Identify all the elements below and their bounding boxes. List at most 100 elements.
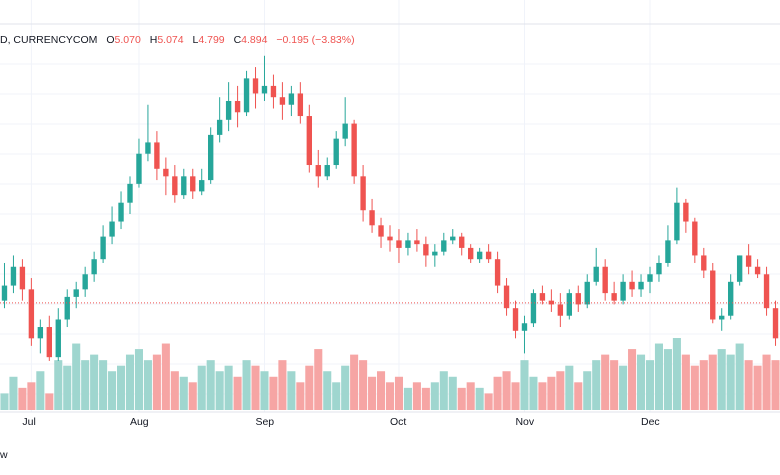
volume-bar [574,382,583,410]
candle-body [190,176,196,192]
candle-body [503,285,510,309]
volume-bar [377,371,386,410]
change-value: −0.195 (−3.83%) [276,34,355,46]
volume-bar [619,365,628,410]
x-tick-label: Oct [389,416,407,428]
candle-body [199,180,205,192]
close-label: C [233,34,242,46]
candle-body [593,266,599,282]
x-tick-label: Jul [22,416,36,428]
candle-body [225,100,232,120]
candle-body [485,251,492,260]
volume-bar [457,387,466,410]
volume-bar [726,354,735,410]
candle-body [701,255,707,271]
volume-bar [744,360,753,410]
volume-bar [296,382,305,410]
volume-bar [27,382,36,410]
candle-body [64,296,70,320]
volume-bar [215,371,224,410]
volume-bar [592,360,601,410]
x-tick-label: Aug [129,416,149,428]
volume-bar [18,387,27,410]
volume-bar [735,343,744,410]
volume-bar [654,343,663,410]
volume-bar [197,365,206,410]
high-value: 5.074 [157,34,184,46]
volume-bar [628,349,637,410]
volume-bar [161,343,170,410]
candle-body [396,240,402,248]
volume-bar [81,360,90,410]
candle-body [315,165,321,177]
candle-body [100,236,106,260]
volume-bar [663,349,672,410]
candle-body [745,255,752,267]
volume-bar [332,382,341,410]
candle-body [306,116,312,166]
volume-bar [305,365,314,410]
volume-bar [152,354,161,410]
candle-body [736,255,743,282]
volume-bar [538,382,547,410]
low-value: 4.799 [198,34,225,46]
candle-body [620,281,626,301]
volume-bar [610,360,619,410]
high-label: H [149,34,158,46]
volume-bar [36,371,45,410]
candle-body [512,308,519,331]
volume-bar [9,376,18,410]
volume-bar [143,360,152,410]
candle-body [1,285,8,301]
candle-body [19,266,26,290]
volume-bar [439,371,448,410]
open-label: O [106,34,115,46]
volume-bar [269,376,278,410]
candle-body [136,153,142,184]
volume-bar [179,376,188,410]
volume-bar [108,371,117,410]
candle-body [629,281,635,290]
candle-body [405,240,411,248]
candle-body [342,123,348,139]
volume-bar [260,371,269,410]
volume-bar [601,354,610,410]
volume-bar [99,360,108,410]
volume-bar [278,360,287,410]
volume-bar [359,360,368,410]
volume-bar [385,382,395,410]
candle-body [216,119,223,135]
volume-bar [699,360,708,410]
volume-bar [690,365,699,410]
candle-body [584,281,590,305]
candle-body [288,93,295,105]
candle-body [450,236,456,241]
x-tick-label: Dec [641,416,660,428]
candle-body [476,251,483,260]
candle-body [530,293,537,324]
candle-body [763,274,770,309]
volume-bar [323,371,332,410]
candle-body [378,225,384,237]
volume-bar [350,354,359,410]
volume-bar [125,354,135,410]
candle-body [55,319,61,358]
candle-body [369,210,375,226]
low-label: L [192,34,199,46]
volume-bar [511,382,520,410]
candle-body [208,134,214,181]
volume-bar [394,376,403,410]
volume-bar [251,365,260,410]
candle-body [82,274,88,290]
candle-body [665,240,671,263]
volume-bar [583,371,592,410]
candle-body [324,165,330,177]
footer-text: w [0,449,8,461]
candle-body [710,270,716,320]
candle-body [683,202,689,222]
x-tick-label: Nov [515,416,535,428]
volume-bar [475,387,484,410]
candle-body [692,221,698,256]
